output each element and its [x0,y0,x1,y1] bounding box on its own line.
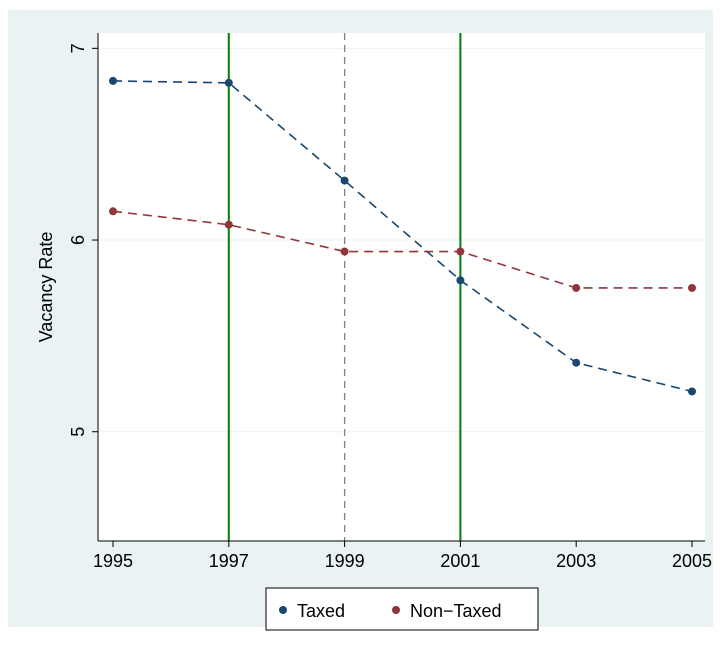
legend-marker [279,606,287,614]
data-point [572,358,581,367]
data-point [340,247,349,256]
y-axis-label: Vacancy Rate [36,232,56,343]
x-tick-label: 1999 [325,551,365,571]
data-point [340,176,349,185]
x-tick-label: 2001 [440,551,480,571]
legend-label: Taxed [297,601,345,621]
data-point [572,283,581,292]
legend-label: Non−Taxed [410,601,502,621]
reference-lines [227,33,462,541]
data-point [688,387,696,396]
data-point [109,207,117,216]
series-line [112,80,693,393]
x-tick-label: 1997 [209,551,249,571]
data-point [109,76,117,85]
data-point [224,220,233,229]
plot-area [98,33,705,541]
x-tick-label: 2003 [556,551,596,571]
legend: Taxed Non−Taxed [265,587,539,631]
data-series [109,76,696,396]
data-point [688,283,696,292]
legend-marker [392,606,400,614]
data-point [224,78,233,87]
legend-box [265,587,539,631]
grid-lines [98,47,705,433]
y-tick-label: 7 [68,43,88,53]
axes: 5 6 7 1995 1997 1999 2001 2003 2005 [68,33,712,571]
series-line [112,210,692,289]
y-tick-label: 6 [68,235,88,245]
data-point [456,247,465,256]
x-tick-label: 2005 [672,551,712,571]
x-tick-label: 1995 [93,551,133,571]
data-point [456,276,465,285]
y-tick-label: 5 [68,427,88,437]
